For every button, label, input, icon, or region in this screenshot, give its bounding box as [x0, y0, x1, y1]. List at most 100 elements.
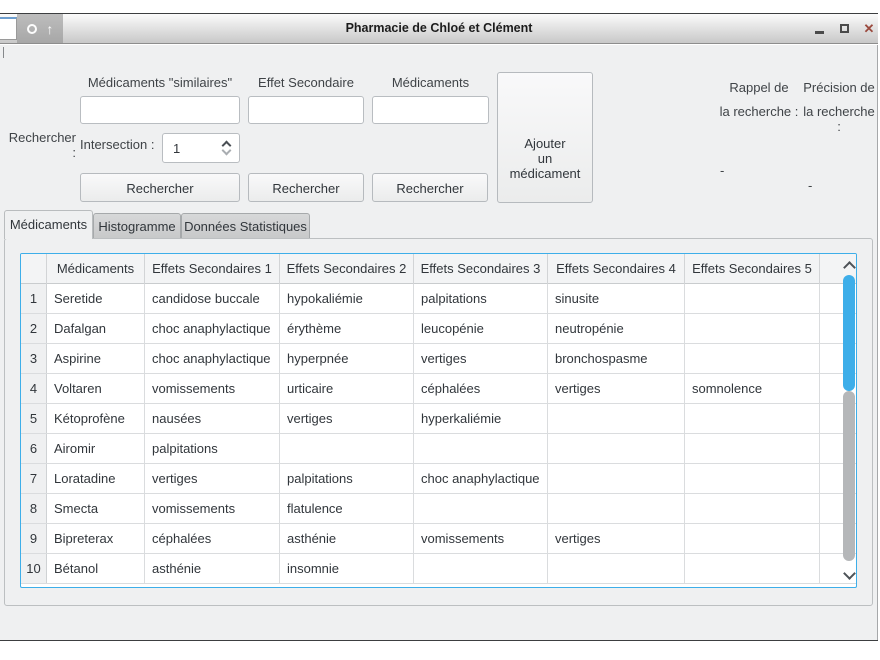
- table-cell[interactable]: candidose buccale: [145, 284, 280, 313]
- table-cell[interactable]: [280, 434, 414, 463]
- column-header[interactable]: Effets Secondaires 1: [145, 254, 280, 284]
- table-cell[interactable]: bronchospasme: [548, 344, 685, 373]
- drugs-input[interactable]: [372, 96, 489, 124]
- table-cell[interactable]: [548, 434, 685, 463]
- table-cell[interactable]: choc anaphylactique: [145, 344, 280, 373]
- table-cell[interactable]: insomnie: [280, 554, 414, 583]
- table-cell[interactable]: [685, 434, 820, 463]
- scrollbar-thumb[interactable]: [843, 275, 855, 391]
- table-cell[interactable]: vertiges: [280, 404, 414, 433]
- row-number-cell[interactable]: 9: [21, 524, 47, 553]
- table-cell[interactable]: palpitations: [145, 434, 280, 463]
- row-number-cell[interactable]: 5: [21, 404, 47, 433]
- table-cell[interactable]: urticaire: [280, 374, 414, 403]
- table-cell[interactable]: flatulence: [280, 494, 414, 523]
- table-cell[interactable]: Loratadine: [47, 464, 145, 493]
- table-cell[interactable]: vomissements: [145, 494, 280, 523]
- column-header[interactable]: Effets Secondaires 5: [685, 254, 820, 284]
- table-cell[interactable]: [685, 554, 820, 583]
- row-number-cell[interactable]: 6: [21, 434, 47, 463]
- table-cell[interactable]: sinusite: [548, 284, 685, 313]
- table-cell[interactable]: nausées: [145, 404, 280, 433]
- table-cell[interactable]: Bétanol: [47, 554, 145, 583]
- column-header[interactable]: Effets Secondaires 2: [280, 254, 414, 284]
- table-cell[interactable]: [548, 464, 685, 493]
- table-cell[interactable]: hyperpnée: [280, 344, 414, 373]
- table-row: 3 Aspirine choc anaphylactique hyperpnée ver…: [21, 344, 856, 374]
- minimize-button[interactable]: [811, 21, 827, 37]
- search-side-effect-button[interactable]: Rechercher: [248, 173, 364, 202]
- recall-label-line1: Rappel de: [729, 80, 789, 95]
- record-icon[interactable]: [26, 23, 37, 34]
- table-cell[interactable]: Aspirine: [47, 344, 145, 373]
- arrow-up-icon[interactable]: ↑: [46, 20, 54, 37]
- table-cell[interactable]: vertiges: [548, 374, 685, 403]
- tab-donnees-statistiques[interactable]: Données Statistiques: [181, 213, 310, 239]
- table-cell[interactable]: [685, 494, 820, 523]
- column-header[interactable]: Effets Secondaires 4: [548, 254, 685, 284]
- table-cell[interactable]: Seretide: [47, 284, 145, 313]
- table-cell[interactable]: [548, 554, 685, 583]
- table-cell[interactable]: hyperkaliémie: [414, 404, 548, 433]
- table-cell[interactable]: Dafalgan: [47, 314, 145, 343]
- table-cell[interactable]: choc anaphylactique: [145, 314, 280, 343]
- table-cell[interactable]: Smecta: [47, 494, 145, 523]
- table-cell[interactable]: céphalées: [414, 374, 548, 403]
- table-cell[interactable]: vertiges: [145, 464, 280, 493]
- table-cell[interactable]: Bipreterax: [47, 524, 145, 553]
- table-cell[interactable]: [548, 404, 685, 433]
- table-cell[interactable]: somnolence: [685, 374, 820, 403]
- table-cell[interactable]: choc anaphylactique: [414, 464, 548, 493]
- similar-drugs-input[interactable]: [80, 96, 240, 124]
- corner-header-cell[interactable]: [21, 254, 47, 284]
- titlebar[interactable]: ↑ Pharmacie de Chloé et Clément ✕: [0, 14, 878, 44]
- table-cell[interactable]: céphalées: [145, 524, 280, 553]
- table-cell[interactable]: [685, 524, 820, 553]
- table-cell[interactable]: asthénie: [280, 524, 414, 553]
- table-cell[interactable]: vomissements: [414, 524, 548, 553]
- row-number-cell[interactable]: 8: [21, 494, 47, 523]
- tab-histogramme[interactable]: Histogramme: [93, 213, 181, 239]
- table-cell[interactable]: hypokaliémie: [280, 284, 414, 313]
- table-cell[interactable]: palpitations: [280, 464, 414, 493]
- table-cell[interactable]: vertiges: [414, 344, 548, 373]
- table-cell[interactable]: érythème: [280, 314, 414, 343]
- table-row: 2 Dafalgan choc anaphylactique érythème leuc…: [21, 314, 856, 344]
- table-cell[interactable]: Airomir: [47, 434, 145, 463]
- side-effect-input[interactable]: [248, 96, 364, 124]
- column-header[interactable]: Effets Secondaires 3: [414, 254, 548, 284]
- close-button[interactable]: ✕: [863, 20, 875, 36]
- table-cell[interactable]: vomissements: [145, 374, 280, 403]
- table-cell[interactable]: asthénie: [145, 554, 280, 583]
- tab-medicaments[interactable]: Médicaments: [4, 210, 93, 239]
- table-cell[interactable]: [685, 464, 820, 493]
- table-cell[interactable]: [685, 284, 820, 313]
- table-cell[interactable]: palpitations: [414, 284, 548, 313]
- table-cell[interactable]: [414, 434, 548, 463]
- row-number-cell[interactable]: 1: [21, 284, 47, 313]
- table-cell[interactable]: [685, 314, 820, 343]
- scrollbar-track-lower[interactable]: [843, 391, 855, 561]
- table-cell[interactable]: neutropénie: [548, 314, 685, 343]
- maximize-button[interactable]: [836, 21, 852, 37]
- table-cell[interactable]: leucopénie: [414, 314, 548, 343]
- table-cell[interactable]: [685, 404, 820, 433]
- add-drug-button[interactable]: Ajouter un médicament: [497, 72, 593, 203]
- intersection-spinner[interactable]: [162, 133, 240, 163]
- intersection-value-input[interactable]: [163, 134, 227, 162]
- table-cell[interactable]: Kétoprofène: [47, 404, 145, 433]
- column-header[interactable]: Médicaments: [47, 254, 145, 284]
- table-cell[interactable]: vertiges: [548, 524, 685, 553]
- row-number-cell[interactable]: 4: [21, 374, 47, 403]
- row-number-cell[interactable]: 7: [21, 464, 47, 493]
- row-number-cell[interactable]: 10: [21, 554, 47, 583]
- table-cell[interactable]: [414, 554, 548, 583]
- table-cell[interactable]: Voltaren: [47, 374, 145, 403]
- table-cell[interactable]: [685, 344, 820, 373]
- row-number-cell[interactable]: 3: [21, 344, 47, 373]
- table-cell[interactable]: [548, 494, 685, 523]
- search-similar-button[interactable]: Rechercher: [80, 173, 240, 202]
- row-number-cell[interactable]: 2: [21, 314, 47, 343]
- search-drugs-button[interactable]: Rechercher: [372, 173, 488, 202]
- table-cell[interactable]: [414, 494, 548, 523]
